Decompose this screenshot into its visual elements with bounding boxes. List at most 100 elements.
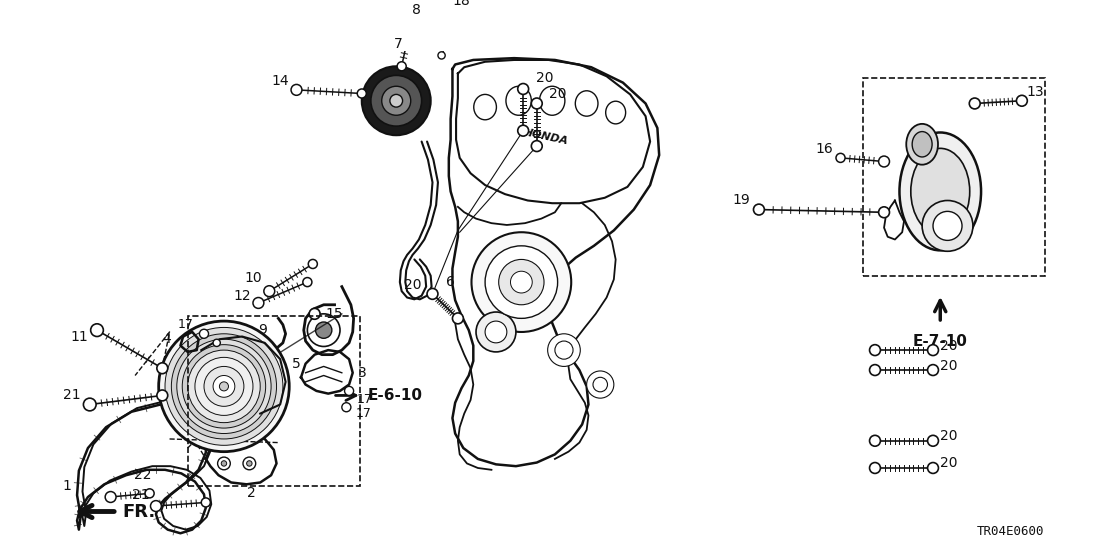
Text: 8: 8 (412, 3, 421, 17)
Circle shape (308, 259, 317, 269)
Circle shape (158, 321, 289, 452)
Circle shape (555, 341, 573, 359)
Circle shape (172, 334, 277, 439)
Text: E-7-10: E-7-10 (913, 334, 967, 349)
Circle shape (213, 339, 220, 347)
Circle shape (243, 457, 256, 470)
Circle shape (217, 457, 230, 470)
Circle shape (83, 398, 96, 411)
Ellipse shape (606, 101, 626, 124)
Text: 21: 21 (63, 388, 81, 403)
Circle shape (1016, 95, 1027, 106)
Circle shape (345, 387, 353, 395)
Circle shape (222, 461, 227, 466)
Circle shape (927, 435, 938, 446)
Text: 20: 20 (404, 278, 422, 292)
Text: 16: 16 (815, 142, 833, 156)
Circle shape (870, 462, 881, 473)
Circle shape (145, 489, 154, 498)
Circle shape (452, 313, 463, 324)
Circle shape (177, 339, 271, 434)
Circle shape (879, 156, 890, 167)
Text: 4: 4 (163, 332, 172, 346)
Text: 9: 9 (258, 323, 267, 337)
Circle shape (547, 334, 581, 367)
Circle shape (91, 324, 103, 337)
Circle shape (219, 382, 228, 391)
Circle shape (485, 321, 506, 343)
Circle shape (517, 125, 529, 136)
Circle shape (213, 375, 235, 397)
Ellipse shape (911, 148, 970, 234)
Circle shape (753, 204, 765, 215)
Circle shape (390, 95, 402, 107)
Text: 12: 12 (234, 289, 252, 302)
Text: 11: 11 (70, 330, 88, 343)
Text: 2: 2 (247, 487, 256, 500)
Text: TR04E0600: TR04E0600 (977, 525, 1045, 538)
Text: 17: 17 (357, 394, 372, 406)
Ellipse shape (474, 95, 496, 120)
Text: 15: 15 (326, 307, 343, 321)
Text: 20: 20 (536, 71, 553, 85)
Text: 17: 17 (177, 318, 193, 331)
Text: 3: 3 (358, 366, 367, 380)
Text: 5: 5 (293, 357, 301, 371)
Circle shape (870, 364, 881, 375)
Circle shape (427, 289, 438, 299)
Circle shape (382, 86, 411, 115)
Ellipse shape (906, 124, 938, 165)
Circle shape (870, 345, 881, 356)
Circle shape (165, 327, 283, 445)
Circle shape (202, 498, 211, 507)
Circle shape (511, 271, 532, 293)
Circle shape (307, 314, 340, 347)
Circle shape (342, 403, 351, 412)
Circle shape (517, 84, 529, 95)
Circle shape (182, 345, 266, 428)
Ellipse shape (575, 91, 598, 116)
Circle shape (927, 364, 938, 375)
Bar (863, 78, 1045, 276)
Circle shape (499, 259, 544, 305)
Text: 21: 21 (132, 488, 150, 502)
Text: 1: 1 (63, 479, 72, 493)
Text: 20: 20 (548, 87, 566, 101)
Ellipse shape (912, 132, 932, 157)
Circle shape (407, 19, 416, 28)
Ellipse shape (506, 86, 532, 115)
Circle shape (362, 66, 431, 135)
Text: E-6-10: E-6-10 (367, 388, 422, 403)
Text: 6: 6 (447, 275, 455, 289)
Circle shape (253, 298, 264, 309)
Text: FR.: FR. (122, 503, 155, 520)
Polygon shape (449, 58, 659, 466)
Bar (187, 316, 360, 486)
Circle shape (927, 462, 938, 473)
Text: 19: 19 (732, 194, 750, 207)
Circle shape (151, 500, 162, 512)
Circle shape (970, 98, 981, 109)
Circle shape (105, 492, 116, 503)
Circle shape (927, 345, 938, 356)
Text: 20: 20 (941, 358, 957, 373)
Text: 22: 22 (134, 468, 151, 482)
Circle shape (532, 140, 542, 152)
Ellipse shape (900, 133, 981, 251)
Text: 10: 10 (245, 270, 261, 285)
Circle shape (157, 363, 167, 374)
Circle shape (187, 350, 260, 422)
Text: 20: 20 (941, 338, 957, 353)
Text: 17: 17 (356, 407, 371, 420)
Circle shape (532, 98, 542, 109)
Circle shape (397, 62, 407, 71)
Circle shape (837, 153, 845, 163)
Circle shape (316, 322, 332, 338)
Circle shape (302, 278, 312, 286)
Text: 20: 20 (941, 429, 957, 444)
Text: 7: 7 (393, 37, 402, 51)
Circle shape (264, 286, 275, 296)
Circle shape (593, 377, 607, 392)
Circle shape (157, 390, 167, 401)
Text: 17: 17 (192, 340, 207, 353)
